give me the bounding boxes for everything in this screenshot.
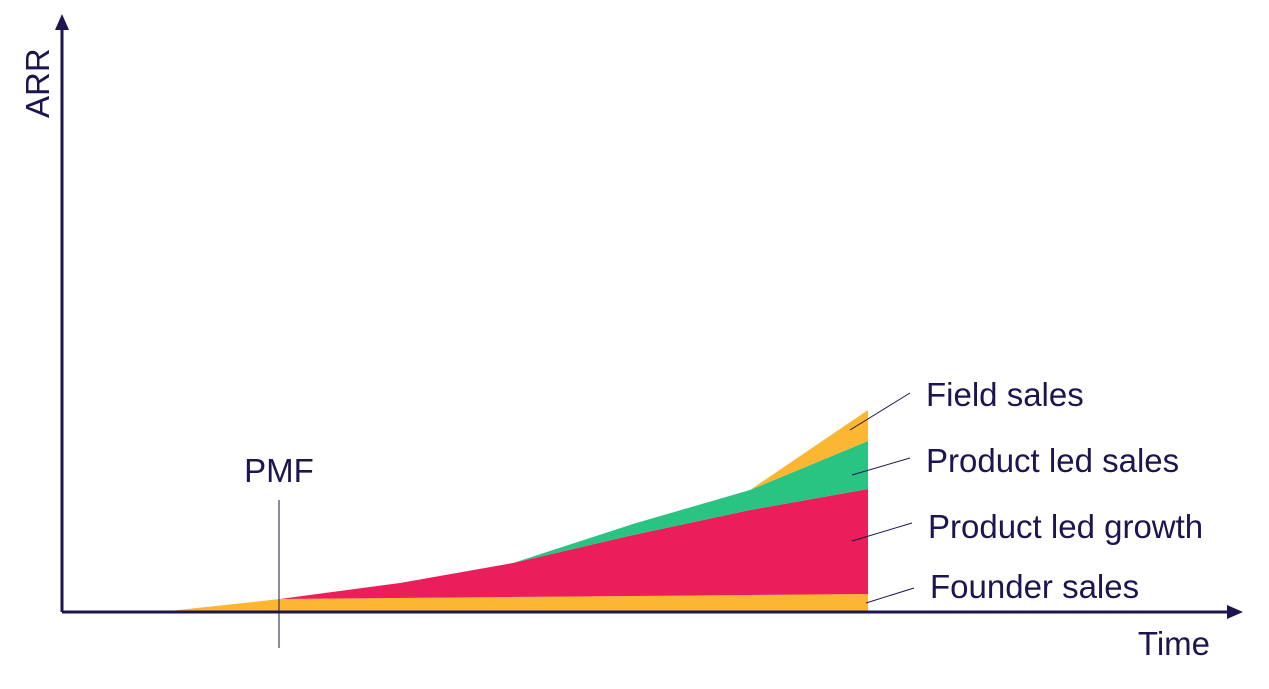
x-axis-label: Time — [1138, 625, 1210, 662]
layer-label: Founder sales — [930, 568, 1139, 605]
layer-label: Field sales — [926, 376, 1084, 413]
leader-line — [849, 392, 911, 431]
product-led-growth-area — [280, 489, 868, 599]
layer-label: Product led growth — [928, 508, 1203, 545]
y-axis-arrow — [55, 14, 69, 30]
x-axis-arrow — [1227, 605, 1243, 619]
leader-line — [851, 457, 911, 476]
layer-label: Product led sales — [926, 442, 1179, 479]
pmf-label: PMF — [244, 452, 314, 489]
y-axis-label: ARR — [19, 48, 56, 118]
leader-line — [851, 522, 913, 542]
leader-line — [865, 587, 915, 604]
founder-sales-area — [160, 594, 868, 612]
